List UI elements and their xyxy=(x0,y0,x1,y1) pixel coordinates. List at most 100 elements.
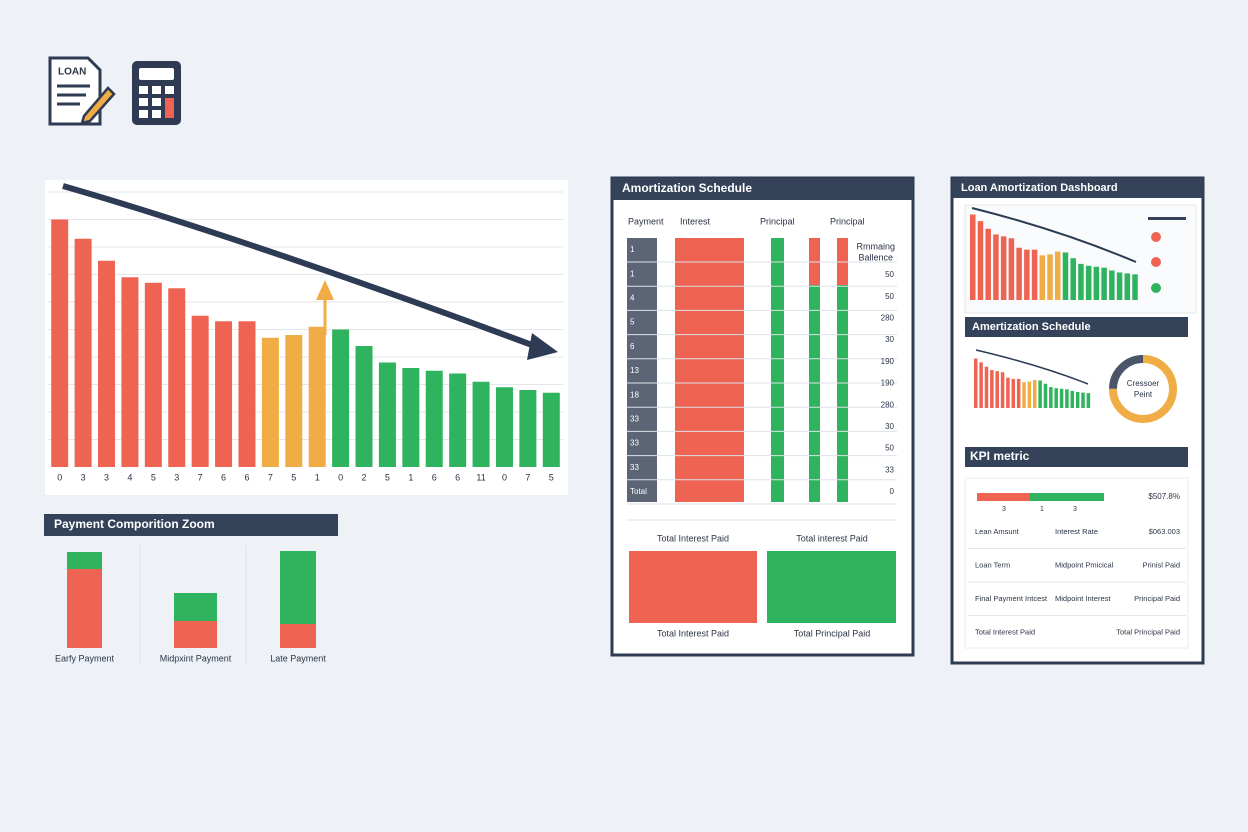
bar xyxy=(168,288,186,467)
legend-dot xyxy=(1151,257,1161,267)
mini-bar xyxy=(1070,390,1075,408)
bar xyxy=(402,368,420,467)
column-header: Rmmaing xyxy=(856,241,895,251)
x-tick-label: 1 xyxy=(315,472,320,482)
mini-bar xyxy=(990,370,994,408)
mini-bar xyxy=(1024,249,1030,300)
interest-column xyxy=(675,238,744,502)
mini-bar xyxy=(995,371,999,408)
mini-bar xyxy=(1006,377,1010,408)
x-tick-label: 6 xyxy=(455,472,460,482)
mini-bar xyxy=(1043,383,1048,408)
mini-bar xyxy=(970,214,976,300)
mini-bar xyxy=(1078,263,1084,300)
x-tick-label: 2 xyxy=(362,472,367,482)
principal-column xyxy=(837,285,848,502)
mini-bar xyxy=(1085,265,1092,300)
mini-bar xyxy=(1101,267,1107,300)
column-header: Ballence xyxy=(858,252,893,262)
bar xyxy=(378,362,396,467)
bar xyxy=(519,390,537,467)
mini-bar xyxy=(1054,388,1058,408)
kpi-cell: Midpoint Pmicical xyxy=(1055,560,1114,569)
schedule-header xyxy=(612,178,913,200)
bar xyxy=(495,387,513,467)
mini-bar xyxy=(1027,381,1032,408)
total-label: Total Principal Paid xyxy=(794,628,871,638)
bar xyxy=(332,329,350,467)
total-label: Total Interest Paid xyxy=(657,533,729,543)
kpi-cell: Interest Rate xyxy=(1055,527,1098,536)
kpi-table: Lean Amsunt Interest Rate $063.003 Loan Ter… xyxy=(968,493,1186,636)
payment-number: 1 xyxy=(630,269,635,278)
mini-bar xyxy=(1049,387,1053,408)
mini-charts xyxy=(970,207,1177,423)
payment-number: 18 xyxy=(630,390,639,399)
x-tick-label: 7 xyxy=(268,472,273,482)
total-interest-box xyxy=(629,551,757,623)
mini-bar xyxy=(1070,258,1076,300)
schedule-title: Amortization Schedule xyxy=(622,181,752,195)
kpi-cell: Midpoint Interest xyxy=(1055,594,1111,603)
mini-bar xyxy=(1086,393,1091,408)
mini-bar xyxy=(1016,247,1022,300)
kpi-bar-label: 3 xyxy=(1073,506,1077,513)
balance-value: 30 xyxy=(885,422,894,431)
donut-label: Cressoer xyxy=(1127,379,1160,388)
crossover-arrowhead xyxy=(316,280,334,300)
x-tick-label: 4 xyxy=(127,472,132,482)
composition-chart: Earfy Payment Midpxint Payment Late Paymen… xyxy=(55,551,326,663)
kpi-cell: Principal Paid xyxy=(1134,594,1180,603)
principal-column xyxy=(809,285,820,502)
payment-number: 1 xyxy=(630,245,635,254)
balance-value: 0 xyxy=(890,487,895,496)
mini-bar xyxy=(1093,266,1100,300)
bar xyxy=(285,335,303,467)
mini-bar xyxy=(1000,372,1005,408)
mini-bar xyxy=(1047,254,1053,300)
bar xyxy=(121,277,139,467)
bar xyxy=(98,260,116,467)
stack-segment xyxy=(174,593,217,621)
column-header: Payment xyxy=(628,216,664,226)
kpi-bar-label: 3 xyxy=(1002,506,1006,513)
total-principal-box xyxy=(767,551,896,623)
x-tick-label: 1 xyxy=(408,472,413,482)
kpi-bar xyxy=(977,493,1030,501)
bar xyxy=(261,337,279,467)
icon-label: LOAN xyxy=(58,67,86,78)
schedule-mini-header xyxy=(965,317,1188,337)
x-tick-label: 5 xyxy=(385,472,390,482)
dashboard-header xyxy=(952,178,1203,198)
payment-number: 5 xyxy=(630,318,635,327)
balance-value: 280 xyxy=(881,400,895,409)
donut-label: Peint xyxy=(1134,390,1153,399)
legend-dot xyxy=(1151,232,1161,242)
balance-value: 30 xyxy=(885,335,894,344)
x-tick-label: 5 xyxy=(151,472,156,482)
mini-bar xyxy=(1124,273,1131,300)
balance-value: 280 xyxy=(881,314,895,323)
total-label: Total interest Paid xyxy=(796,533,868,543)
kpi-title: KPI metric xyxy=(970,449,1030,463)
x-tick-label: 0 xyxy=(57,472,62,482)
trend-arrowhead xyxy=(527,333,558,360)
kpi-cell: Total Principal Paid xyxy=(1116,627,1180,636)
mini-bar xyxy=(974,358,978,408)
balance-value: 50 xyxy=(885,270,894,279)
bar xyxy=(308,326,326,467)
stack-segment xyxy=(67,552,102,569)
bar xyxy=(355,346,373,467)
mini-trend xyxy=(971,207,1137,263)
x-tick-label: 5 xyxy=(291,472,296,482)
mini-bar xyxy=(1065,389,1069,408)
mini-bar xyxy=(1008,238,1015,300)
x-tick-label: 6 xyxy=(221,472,226,482)
main-chart: 0 3 3 4 5 3 7 6 6 7 5 1 0 2 5 1 6 6 11 0 7 5 xyxy=(48,183,563,482)
schedule-rows: 1 1 4 5 6 13 18 33 33 33 Total 50 50 280 30 190 190 280 30… xyxy=(627,245,897,505)
bar xyxy=(191,315,209,467)
mini-bar xyxy=(1132,274,1138,300)
schedule-mini-title: Amertization Schedule xyxy=(972,321,1091,333)
bar xyxy=(238,321,256,467)
